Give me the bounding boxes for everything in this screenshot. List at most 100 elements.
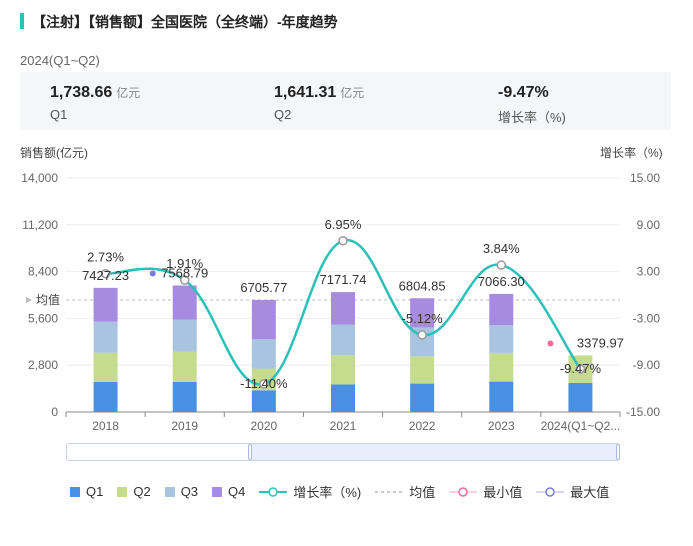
right-axis-tick-label: 9.00: [637, 218, 661, 232]
legend-line-icon: [259, 486, 288, 497]
bar-segment-q1: [489, 381, 514, 412]
legend-swatch: [212, 486, 223, 497]
period-label: 2024(Q1~Q2): [20, 53, 100, 68]
kpi-panel: 1,738.66 亿元 Q1 1,641.31 亿元 Q2 -9.47% 增长率（%…: [20, 72, 671, 130]
bar-segment-q2: [489, 352, 514, 382]
growth-rate-label: -11.40%: [240, 376, 288, 391]
legend-dash-icon: [375, 490, 404, 493]
bar-segment-q1: [93, 381, 118, 412]
bar-total-label: 7171.74: [320, 272, 367, 287]
bar-segment-q1: [568, 382, 593, 412]
right-axis-title: 增长率（%): [600, 146, 663, 160]
bar-segment-q4: [489, 293, 514, 326]
right-axis-tick-label: 15.00: [630, 171, 660, 185]
bar-total-label: 3379.97: [577, 336, 624, 351]
legend-swatch: [164, 486, 175, 497]
average-marker-icon: [26, 297, 32, 304]
kpi-value: 1,641.31: [274, 84, 337, 101]
legend-item-q3[interactable]: Q3: [164, 484, 198, 499]
growth-rate-label: 2.73%: [87, 250, 124, 265]
x-axis-tick-label: 2024(Q1~Q2...: [541, 419, 621, 433]
bar-segment-q2: [331, 355, 355, 385]
x-axis-tick-label: 2021: [330, 419, 357, 433]
x-axis-tick-label: 2018: [92, 419, 119, 433]
chart-canvas: 14,000 11,200 8,400 5,600 2,800 0 15.00 9.00 3.0…: [21, 171, 661, 433]
legend-item-min[interactable]: 最小值: [449, 482, 522, 501]
kpi-label: Q2: [274, 107, 292, 122]
min-value-marker: [547, 340, 554, 347]
bar-segment-q3: [172, 319, 197, 352]
growth-rate-point: [179, 275, 190, 285]
bar-segment-q3: [489, 325, 514, 353]
bar-segment-q1: [172, 381, 197, 412]
bar-segment-q1: [251, 390, 276, 412]
growth-rate-point: [496, 260, 507, 270]
bar-segment-q3: [331, 324, 355, 356]
growth-rate-label: 6.95%: [325, 217, 362, 232]
zoom-slider-left-handle[interactable]: [248, 444, 252, 460]
left-axis-title: 销售额(亿元): [20, 146, 88, 160]
bar-segment-q4: [172, 285, 197, 320]
left-axis-tick-label: 2,800: [28, 358, 58, 372]
kpi-q1: 1,738.66 亿元 Q1: [50, 84, 140, 122]
zoom-slider-right-handle[interactable]: [616, 444, 620, 460]
bar-segment-q1: [331, 384, 355, 412]
bar-segment-q4: [93, 287, 118, 322]
right-axis-tick-label: -3.00: [633, 311, 661, 325]
bar-total-label: 7568.79: [161, 265, 208, 280]
left-axis-tick-label: 0: [51, 405, 58, 419]
right-axis-tick-label: -9.00: [633, 358, 661, 372]
legend-label: 增长率（%): [293, 485, 362, 500]
left-axis-tick-label: 8,400: [28, 265, 58, 279]
growth-rate-point: [259, 379, 269, 389]
growth-rate-point: [575, 364, 586, 374]
growth-rate-point: [338, 236, 348, 246]
legend-label: 均值: [409, 485, 436, 500]
growth-rate-point: [100, 268, 111, 279]
legend-max-icon: [536, 486, 565, 497]
page-title: 【注射】【销售额】全国医院（全终端）-年度趋势: [32, 14, 338, 30]
legend-item-avg[interactable]: 均值: [375, 482, 435, 501]
right-axis-tick-label: 3.00: [637, 265, 661, 279]
bar-total-label: 7066.30: [478, 274, 525, 289]
bar-segment-q4: [251, 299, 276, 340]
legend-label: Q2: [133, 484, 151, 499]
bar-segment-q4: [331, 292, 355, 325]
legend-swatch: [70, 486, 80, 497]
left-axis-tick-label: 11,200: [22, 218, 58, 232]
bar-segment-q3: [251, 339, 276, 369]
x-axis-tick-label: 2022: [409, 419, 436, 433]
left-axis-tick-label: 5,600: [28, 311, 58, 325]
growth-rate-label: -9.47%: [560, 361, 602, 376]
kpi-label: Q1: [50, 107, 68, 122]
kpi-label: 增长率（%): [498, 110, 566, 125]
legend-item-growth[interactable]: 增长率（%): [259, 482, 361, 501]
x-axis-tick-label: 2020: [251, 419, 278, 433]
kpi-growth: -9.47% 增长率（%): [498, 84, 566, 126]
kpi-q2: 1,641.31 亿元 Q2: [274, 84, 364, 122]
bar-segment-q4: [410, 298, 435, 328]
title-accent-bar: [20, 13, 24, 29]
kpi-unit: 亿元: [116, 86, 141, 100]
legend-label: 最小值: [483, 485, 523, 500]
legend-item-q4[interactable]: Q4: [212, 484, 245, 499]
max-value-marker: [149, 270, 156, 277]
legend-item-q1[interactable]: Q1: [70, 484, 103, 499]
legend-min-icon: [449, 486, 478, 497]
growth-rate-label: -5.12%: [402, 311, 444, 326]
growth-rate-point: [417, 330, 427, 340]
right-axis-tick-label: -15.00: [626, 405, 660, 419]
growth-rate-label: 3.84%: [483, 241, 520, 256]
legend-item-q2[interactable]: Q2: [117, 484, 151, 499]
bar-segment-q3: [93, 321, 118, 353]
legend-item-max[interactable]: 最大值: [536, 482, 609, 501]
kpi-unit: 亿元: [340, 86, 365, 100]
growth-rate-label: 1.91%: [166, 256, 203, 271]
zoom-slider-selection[interactable]: [250, 444, 619, 460]
legend-label: Q4: [228, 484, 246, 499]
kpi-value: -9.47%: [498, 84, 549, 101]
bar-segment-q2: [172, 351, 197, 382]
bar-segment-q2: [93, 352, 118, 382]
chart-legend: Q1 Q2 Q3 Q4 增长率（%) 均值 最小值 最大值: [70, 482, 623, 501]
legend-swatch: [117, 486, 128, 497]
